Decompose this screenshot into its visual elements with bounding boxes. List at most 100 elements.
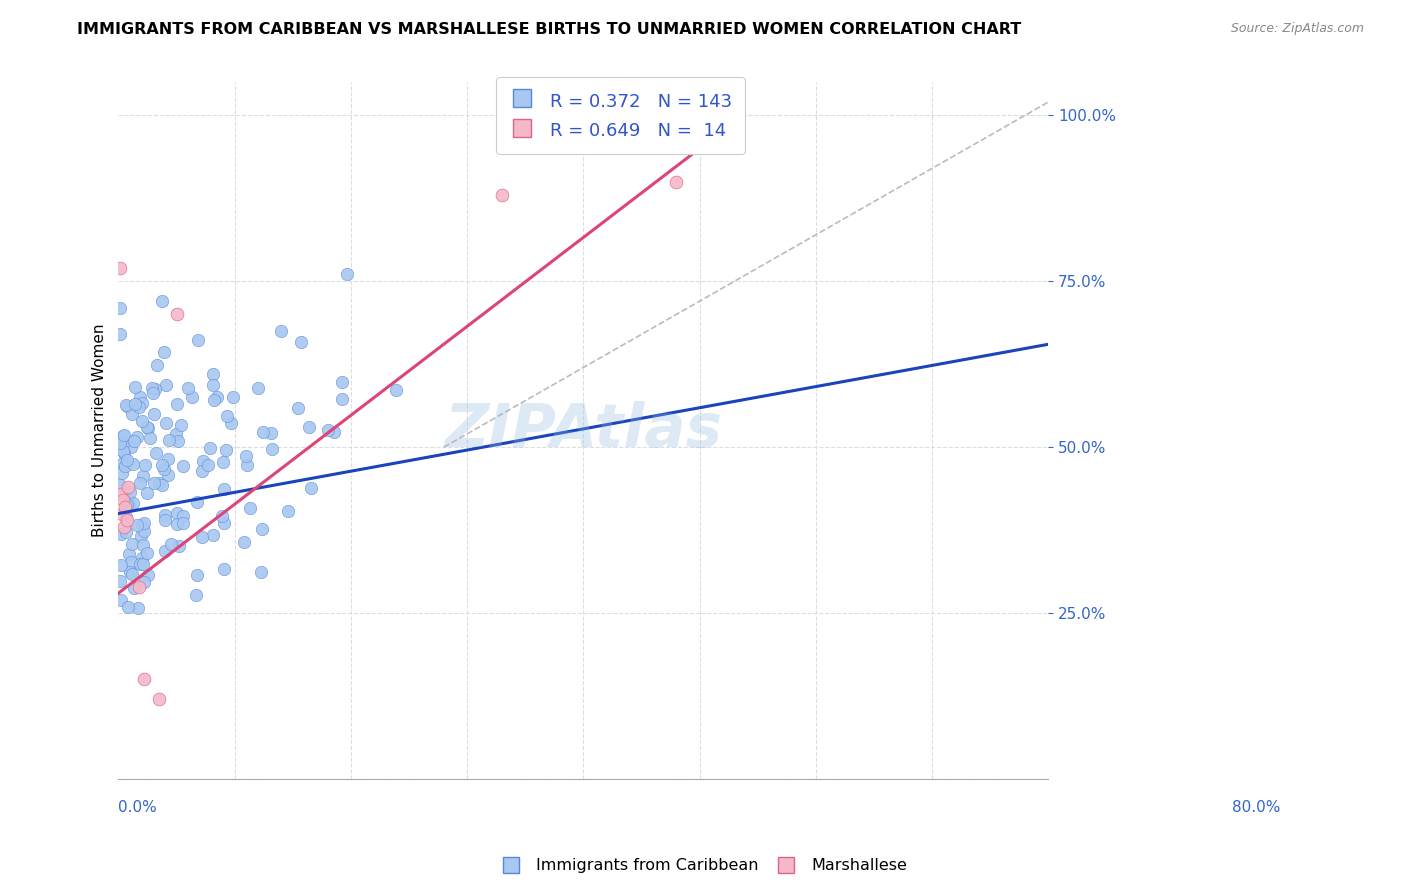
Point [155,544,177,558]
Point [118,485,141,500]
Point [191,454,214,468]
Point [152,458,174,473]
Point [153,462,176,476]
Point [170,417,193,432]
Point [277,504,299,518]
Point [235,449,257,463]
Point [138,568,160,582]
Point [322,425,344,439]
Point [139,431,162,445]
Point [260,442,283,456]
Point [287,401,309,415]
Point [172,459,194,474]
Text: IMMIGRANTS FROM CARIBBEAN VS MARSHALLESE BIRTHS TO UNMARRIED WOMEN CORRELATION C: IMMIGRANTS FROM CARIBBEAN VS MARSHALLESE… [77,22,1022,37]
Point [160,537,183,551]
Point [115,524,138,539]
Point [205,390,228,404]
Point [384,383,406,397]
Point [121,457,143,471]
Point [166,516,188,531]
Point [132,516,155,531]
Point [146,358,169,372]
Point [110,558,132,572]
Point [143,407,166,421]
Point [115,399,138,413]
Point [131,518,153,533]
Point [112,446,135,460]
Point [121,407,143,421]
Point [132,538,155,552]
Legend: R = 0.372   N = 143, R = 0.649   N =  14: R = 0.372 N = 143, R = 0.649 N = 14 [496,78,745,153]
Point [246,381,269,395]
Point [135,486,157,500]
Point [117,480,139,494]
Point [184,588,207,602]
Point [239,501,262,516]
Point [118,547,141,561]
Point [165,427,187,442]
Point [212,562,235,576]
Point [108,478,131,492]
Point [191,465,214,479]
Point [157,467,180,482]
Point [111,507,134,521]
Point [153,513,176,527]
Point [219,416,242,430]
Point [121,496,143,510]
Point [121,567,143,582]
Point [121,536,143,550]
Point [212,516,235,531]
Point [212,482,235,496]
Point [131,395,153,409]
Point [198,441,221,455]
Point [491,188,513,202]
Point [166,397,188,411]
Point [172,509,194,524]
Y-axis label: Births to Unmarried Women: Births to Unmarried Women [93,324,107,537]
Point [111,456,134,470]
Point [156,452,179,467]
Point [112,520,135,534]
Point [128,558,150,572]
Point [157,433,180,447]
Point [115,509,138,524]
Point [110,526,132,541]
Point [250,565,273,579]
Point [135,420,157,434]
Point [167,434,190,449]
Point [117,600,139,615]
Point [124,397,146,411]
Text: Source: ZipAtlas.com: Source: ZipAtlas.com [1230,22,1364,36]
Point [108,326,131,341]
Point [335,267,357,281]
Point [153,344,176,359]
Point [115,453,138,467]
Point [252,425,274,440]
Point [252,522,274,536]
Point [141,380,163,394]
Point [114,500,136,514]
Point [143,476,166,491]
Point [134,458,156,472]
Text: 0.0%: 0.0% [118,800,157,815]
Point [108,301,131,315]
Point [128,580,150,594]
Point [118,498,141,512]
Point [112,436,135,450]
Point [148,692,170,706]
Point [148,476,170,491]
Point [150,478,173,492]
Point [665,175,688,189]
Point [120,440,142,454]
Point [111,444,134,458]
Point [129,390,152,404]
Point [129,529,152,543]
Text: 80.0%: 80.0% [1233,800,1281,815]
Point [125,430,148,444]
Point [117,493,139,508]
Point [120,566,142,580]
Point [211,454,233,468]
Point [202,367,225,381]
Point [134,524,156,539]
Point [122,581,145,595]
